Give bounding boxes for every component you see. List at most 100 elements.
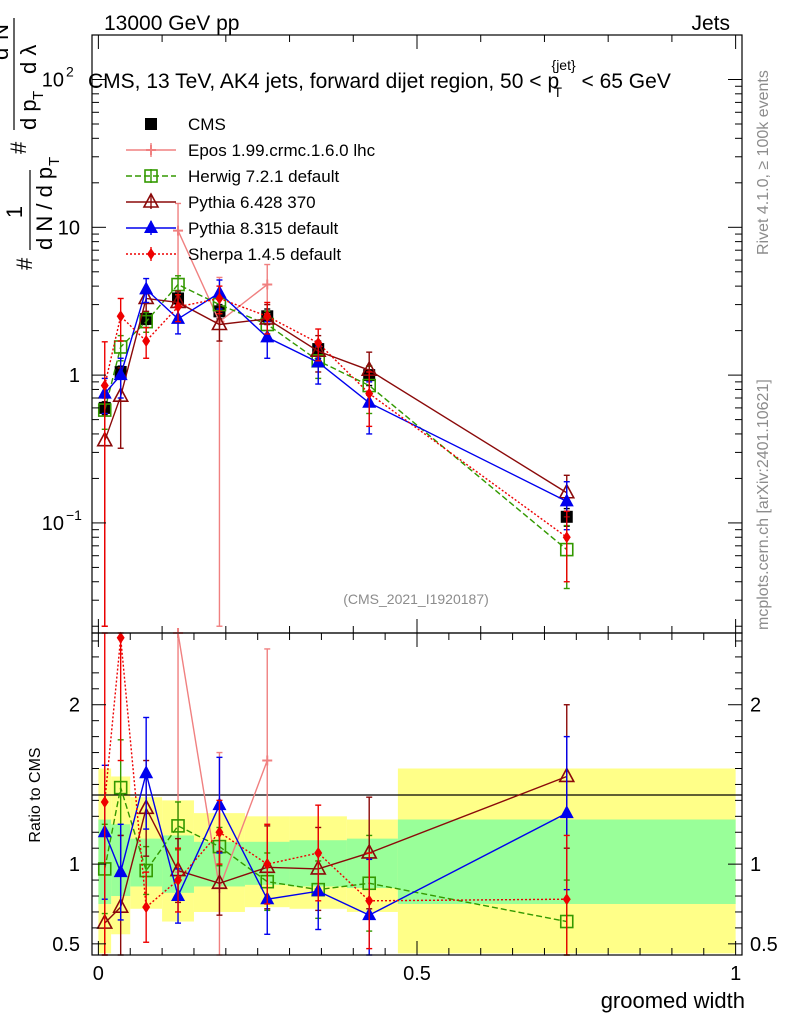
legend-label: Sherpa 1.4.5 default [188,245,341,264]
main-point-epos-1-99-crmc-1-6-0-lhc [262,279,273,290]
ratio-point-sherpa-1-4-5-default [365,894,374,907]
x-axis-label: groomed width [601,988,745,1013]
ratio-point-pythia-8-315-default [113,864,128,878]
ratio-point-sherpa-1-4-5-default [174,874,183,887]
main-series-cms [98,292,573,527]
main-title: CMS, 13 TeV, AK4 jets, forward dijet reg… [88,70,542,93]
header-left: 13000 GeV pp [104,12,239,35]
title-sup: {jet} [552,57,576,73]
title-p: p [548,70,560,93]
ratio-point-sherpa-1-4-5-default [116,631,125,644]
ylabel-d: d [0,48,13,60]
main-series-sherpa-1-4-5-default [100,285,571,627]
main-y-tick-exponent: −1 [66,507,82,523]
ylabel-dpt: d p [16,99,41,130]
analysis-watermark: (CMS_2021_I1920187) [343,591,489,607]
legend-marker [146,145,156,155]
ratio-series-sherpa-1-4-5-default [100,631,571,956]
ratio-y-tick-label-right: 1 [750,854,761,876]
main-series [96,202,576,627]
main-line-pythia-6-428-370 [104,297,568,494]
legend-label: Herwig 7.2.1 default [188,167,339,186]
main-y-label: # 1 d N / d p T # d 2 N d p T d λ [0,18,63,270]
ratio-point-pythia-6-428-370 [211,873,228,890]
x-tick-label: 1 [730,963,741,985]
x-tick-label: 0 [93,963,104,985]
main-point-pythia-8-315-default [113,367,128,381]
main-point-epos-1-99-crmc-1-6-0-lhc [173,225,184,236]
ratio-point-herwig-7-2-1-default [171,819,185,833]
main-point-sherpa-1-4-5-default [142,335,151,348]
ylabel-hash-2: # [6,141,31,154]
mcplots-label: mcplots.cern.ch [arXiv:2401.10621] [755,379,772,630]
ratio-band-inner [346,838,398,889]
legend-entry-cms: CMS [145,115,226,134]
main-point-sherpa-1-4-5-default [365,387,374,400]
ratio-point-sherpa-1-4-5-default [215,826,224,839]
main-y-tick-exponent: 2 [66,63,74,79]
title-end: < 65 GeV [582,70,671,93]
main-y-tick-label: 1 [69,365,80,387]
ratio-point-pythia-8-315-default [559,805,574,819]
legend-label: Epos 1.99.crmc.1.6.0 lhc [188,141,376,160]
main-point-sherpa-1-4-5-default [215,292,224,305]
legend-entry-pythia-6-428-370: Pythia 6.428 370 [126,192,316,212]
legend-marker [144,220,158,233]
main-point-pythia-8-315-default [559,493,574,507]
legend-label: Pythia 8.315 default [188,219,339,238]
ratio-point-epos-1-99-crmc-1-6-0-lhc [262,755,273,766]
legend-marker [147,248,155,260]
main-y-tick-label: 10 [58,217,80,239]
main-point-pythia-6-428-370 [112,386,130,403]
legend-marker [144,169,158,183]
ratio-point-sherpa-1-4-5-default [562,893,571,906]
ratio-y-tick-label-left: 2 [69,695,80,717]
main-point-sherpa-1-4-5-default [562,531,571,544]
ratio-y-tick-label-right: 0.5 [750,934,778,956]
legend-entry-pythia-8-315-default: Pythia 8.315 default [126,219,339,238]
ylabel-one: 1 [2,206,27,218]
ratio-y-tick-label-left: 0.5 [52,934,80,956]
title-main: CMS, 13 TeV, AK4 jets, forward dijet reg… [88,70,542,93]
main-point-sherpa-1-4-5-default [314,336,323,349]
main-line-sherpa-1-4-5-default [104,297,568,538]
main-line-herwig-7-2-1-default [104,283,568,551]
main-series-epos-1-99-crmc-1-6-0-lhc [173,202,273,627]
ylabel-T-1: T [46,157,63,166]
header-right: Jets [691,12,730,35]
legend-entry-sherpa-1-4-5-default: Sherpa 1.4.5 default [126,245,341,264]
main-series-herwig-7-2-1-default [97,275,574,590]
main-y-tick-label: 10 [42,513,64,535]
legend-label: Pythia 6.428 370 [188,193,316,212]
legend-marker [145,118,157,130]
ratio-y-tick-label-left: 1 [69,854,80,876]
main-point-pythia-8-315-default [139,281,154,295]
main-point-sherpa-1-4-5-default [100,379,109,392]
main-point-pythia-6-428-370 [211,314,228,331]
ylabel-hash-1: # [12,257,37,270]
ratio-series [96,628,576,956]
ratio-y-tick-label-right: 2 [750,695,761,717]
main-point-pythia-6-428-370 [137,288,155,305]
ratio-point-herwig-7-2-1-default [113,780,128,795]
ratio-point-pythia-8-315-default [139,765,154,779]
title-sub: T [554,84,563,100]
legend-label: CMS [188,115,226,134]
ylabel-dndpt: d N / d p [32,167,57,250]
main-point-sherpa-1-4-5-default [174,300,183,313]
ratio-point-sherpa-1-4-5-default [263,858,272,871]
ylabel-T-2: T [30,91,47,100]
legend-entry-herwig-7-2-1-default: Herwig 7.2.1 default [126,167,339,186]
main-point-pythia-8-315-default [260,329,275,343]
rivet-label: Rivet 4.1.0, ≥ 100k events [755,70,772,255]
legend-marker [142,192,160,208]
ratio-y-label: Ratio to CMS [27,747,44,842]
ylabel-N: N [0,24,13,40]
ratio-point-sherpa-1-4-5-default [314,846,323,859]
ylabel-2: 2 [0,40,2,48]
ratio-point-sherpa-1-4-5-default [142,901,151,914]
main-point-sherpa-1-4-5-default [116,310,125,323]
main-series-pythia-6-428-370 [96,287,576,627]
